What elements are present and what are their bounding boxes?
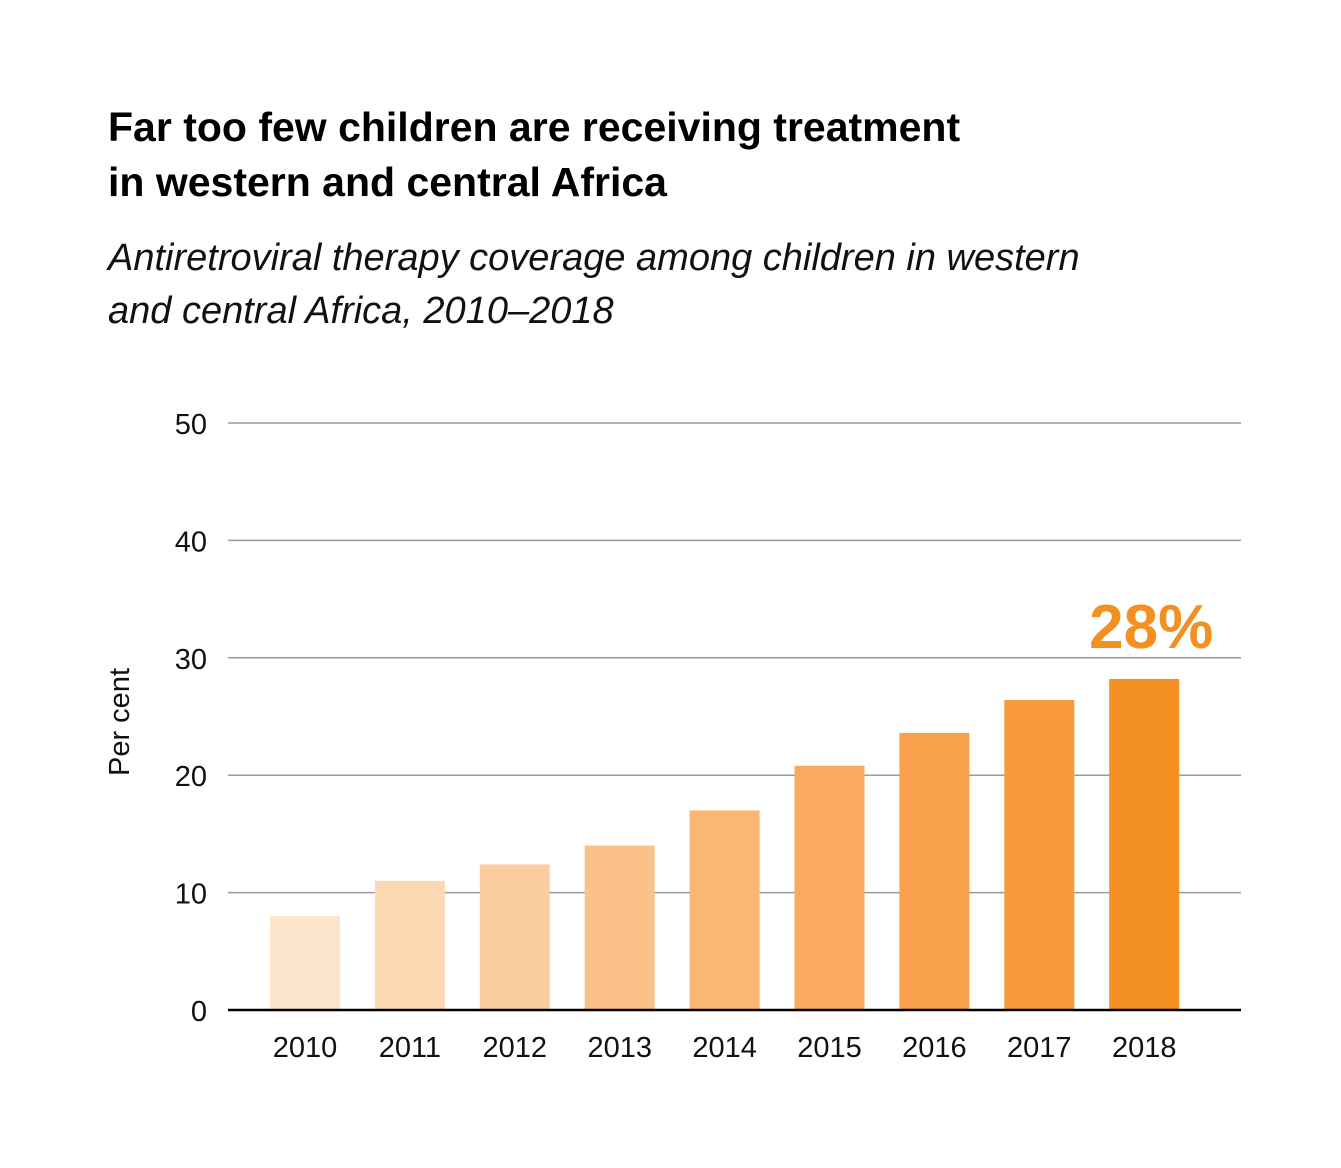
chart-subtitle-line-2: and central Africa, 2010–2018 xyxy=(108,290,614,332)
x-axis-ticks: 2010 2011 2012 2013 2014 2015 2016 2017 2018 xyxy=(273,1032,1177,1064)
x-tick-label: 2015 xyxy=(797,1032,862,1064)
chart-subtitle-line-1: Antiretroviral therapy coverage among ch… xyxy=(108,237,1080,279)
highlight-value-label: 28% xyxy=(1089,593,1213,662)
x-tick-label: 2011 xyxy=(379,1032,441,1064)
x-tick-label: 2018 xyxy=(1112,1032,1177,1064)
chart-title-line-2: in western and central Africa xyxy=(108,159,667,205)
y-tick-label: 40 xyxy=(175,526,207,558)
bar-2014 xyxy=(689,810,760,1010)
bar-2017 xyxy=(1004,700,1075,1010)
x-tick-label: 2017 xyxy=(1007,1032,1072,1064)
chart-title: Far too few children are receiving treat… xyxy=(108,100,1258,210)
x-tick-label: 2010 xyxy=(273,1032,338,1064)
x-tick-label: 2016 xyxy=(902,1032,967,1064)
bar-2012 xyxy=(479,864,550,1010)
y-axis-label: Per cent xyxy=(104,668,136,776)
y-tick-label: 50 xyxy=(175,409,207,441)
x-tick-label: 2013 xyxy=(587,1032,652,1064)
chart-subtitle: Antiretroviral therapy coverage among ch… xyxy=(108,232,1258,338)
bar-2011 xyxy=(374,880,445,1010)
bar-2010 xyxy=(270,916,340,1010)
y-tick-label: 30 xyxy=(175,644,207,676)
bar-2018 xyxy=(1109,678,1180,1010)
bar-2016 xyxy=(899,732,970,1010)
y-axis-ticks: 0 10 20 30 40 50 xyxy=(175,409,207,1028)
bar-2015 xyxy=(794,765,865,1010)
chart-title-line-1: Far too few children are receiving treat… xyxy=(108,104,961,150)
x-tick-label: 2014 xyxy=(692,1032,757,1064)
y-tick-label: 20 xyxy=(175,761,207,793)
y-tick-label: 10 xyxy=(175,879,207,911)
x-tick-label: 2012 xyxy=(483,1032,548,1064)
bars xyxy=(270,678,1180,1010)
y-tick-label: 0 xyxy=(191,996,207,1028)
bar-2013 xyxy=(584,845,655,1010)
